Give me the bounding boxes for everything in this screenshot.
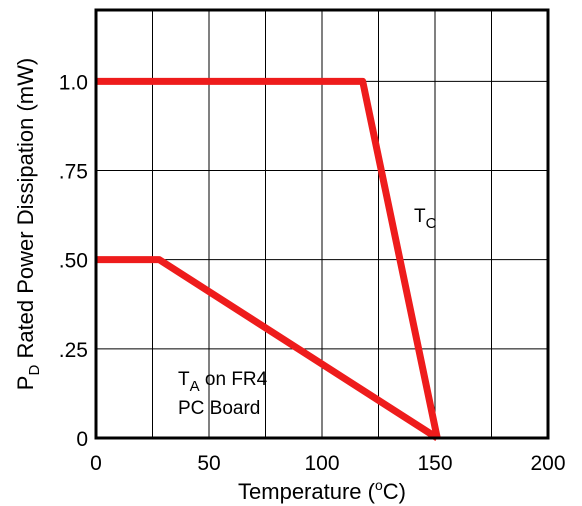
series-line-1 xyxy=(96,256,440,441)
y-tick-label: .50 xyxy=(59,250,88,273)
y-tick-label: .25 xyxy=(59,339,88,362)
y-tick-label: .75 xyxy=(59,161,88,184)
y-axis-label: PD Rated Power Dissipation (mW) xyxy=(13,58,43,390)
x-tick-label: 200 xyxy=(530,452,565,475)
x-axis-label: Temperature (oC) xyxy=(238,477,406,504)
series-line-0 xyxy=(96,77,441,439)
degree-superscript: o xyxy=(375,477,383,493)
grid xyxy=(96,10,548,438)
y-label-subscript: D xyxy=(26,365,43,376)
x-tick-label: 50 xyxy=(197,452,220,475)
plot-frame xyxy=(94,8,550,440)
x-tick-labels: 0 50 100 150 200 xyxy=(90,452,565,475)
series-label-ta: TA on FR4 PC Board xyxy=(178,369,273,419)
x-tick-label: 0 xyxy=(90,452,102,475)
series-lines xyxy=(96,77,441,441)
y-tick-label: 1.0 xyxy=(59,71,88,94)
series-label-tc: TC xyxy=(414,206,437,232)
x-tick-label: 150 xyxy=(417,452,452,475)
y-tick-label: 0 xyxy=(76,428,88,451)
y-tick-labels: 0 .25 .50 .75 1.0 xyxy=(59,71,88,451)
x-tick-label: 100 xyxy=(304,452,339,475)
